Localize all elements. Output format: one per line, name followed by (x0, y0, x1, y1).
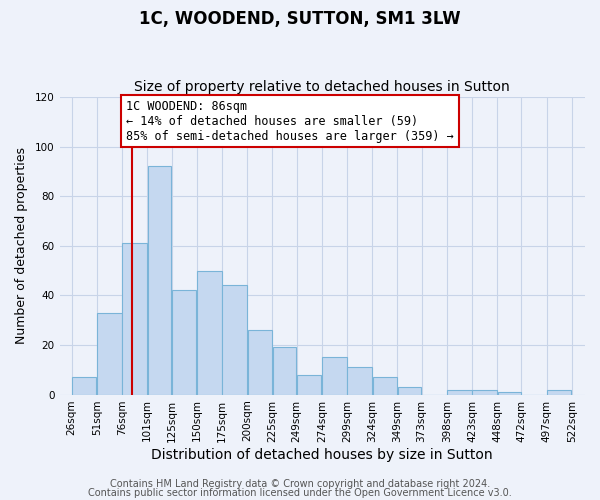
Bar (248, 330, 272, 394)
Bar (197, 270, 221, 394)
Bar (223, 286, 247, 395)
Bar (347, 368, 372, 394)
Bar (447, 390, 472, 394)
Bar (322, 358, 347, 395)
Bar (472, 390, 497, 394)
Bar (547, 390, 571, 394)
Text: 1C WOODEND: 86sqm
← 14% of detached houses are smaller (59)
85% of semi-detached: 1C WOODEND: 86sqm ← 14% of detached hous… (126, 100, 454, 142)
Text: Contains public sector information licensed under the Open Government Licence v3: Contains public sector information licen… (88, 488, 512, 498)
Text: 1C, WOODEND, SUTTON, SM1 3LW: 1C, WOODEND, SUTTON, SM1 3LW (139, 10, 461, 28)
Bar (497, 392, 521, 394)
Bar (148, 166, 171, 394)
Bar (373, 377, 397, 394)
Text: Contains HM Land Registry data © Crown copyright and database right 2024.: Contains HM Land Registry data © Crown c… (110, 479, 490, 489)
Y-axis label: Number of detached properties: Number of detached properties (15, 148, 28, 344)
Bar (97, 313, 122, 394)
Bar (297, 374, 322, 394)
X-axis label: Distribution of detached houses by size in Sutton: Distribution of detached houses by size … (151, 448, 493, 462)
Bar (172, 290, 196, 395)
Bar (398, 387, 421, 394)
Title: Size of property relative to detached houses in Sutton: Size of property relative to detached ho… (134, 80, 510, 94)
Bar (273, 348, 296, 395)
Bar (122, 244, 147, 394)
Bar (72, 377, 97, 394)
